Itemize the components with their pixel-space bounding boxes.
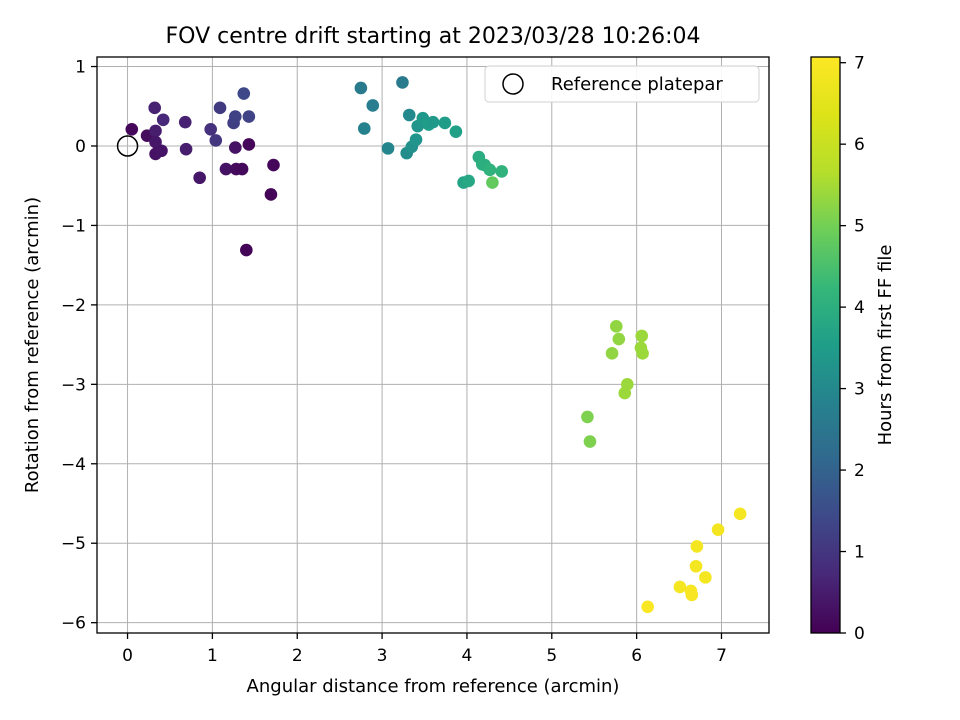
y-tick-label: −6: [61, 614, 86, 634]
data-point: [635, 329, 649, 343]
data-point: [486, 176, 499, 189]
data-point: [605, 347, 619, 360]
colorbar-tick-label: 4: [854, 298, 865, 318]
data-point: [673, 580, 687, 594]
colorbar: [810, 56, 841, 634]
y-axis-label: Rotation from reference (arcmin): [22, 197, 43, 493]
y-tick-label: −4: [61, 455, 86, 475]
data-point: [148, 101, 161, 115]
data-point: [354, 81, 368, 95]
x-tick-label: 0: [122, 646, 133, 666]
y-tick-label: −1: [61, 216, 86, 236]
data-point: [357, 122, 371, 135]
data-point: [690, 540, 704, 553]
colorbar-tick-label: 2: [854, 461, 865, 481]
y-tick-label: −5: [61, 534, 86, 554]
data-point: [193, 171, 206, 185]
data-point: [581, 410, 594, 424]
x-tick-label: 7: [716, 646, 727, 666]
y-axis-ticks: 1 0 −1 −2 −3 −4 −5 −6: [61, 58, 97, 634]
data-point: [409, 133, 423, 146]
reference-marker: [116, 135, 139, 157]
data-point: [641, 600, 654, 614]
colorbar-tick-label: 6: [854, 135, 865, 155]
x-tick-label: 3: [377, 646, 388, 666]
legend-label-reference-platepar: Reference platepar: [551, 74, 723, 95]
data-point: [733, 507, 747, 521]
data-point: [396, 76, 409, 89]
data-point: [209, 134, 223, 147]
data-point: [125, 122, 139, 136]
data-point: [402, 108, 416, 122]
reference-platepar-point: [116, 135, 139, 157]
colorbar-tick-label: 0: [854, 624, 865, 644]
data-point: [204, 122, 217, 136]
plot-frame: [96, 56, 770, 634]
data-point: [267, 158, 280, 172]
data-point: [689, 559, 703, 573]
data-points: [125, 76, 747, 614]
data-point: [483, 163, 497, 177]
y-tick-label: 1: [75, 58, 86, 78]
legend-reference-marker: [502, 73, 524, 95]
colorbar-tick-label: 7: [854, 54, 865, 74]
y-tick-label: 0: [75, 137, 86, 157]
y-tick-label: −2: [61, 296, 86, 316]
data-point: [229, 110, 242, 123]
y-tick-label: −3: [61, 375, 86, 395]
data-point: [699, 571, 712, 584]
colorbar-label: Hours from first FF file: [875, 245, 896, 446]
data-point: [583, 435, 597, 448]
data-point: [264, 188, 278, 201]
data-point: [711, 523, 725, 537]
data-point: [156, 113, 170, 127]
data-point: [213, 101, 227, 115]
data-point: [685, 588, 699, 602]
legend-box: [484, 65, 760, 103]
colorbar-tick-label: 1: [854, 543, 865, 563]
x-tick-label: 5: [546, 646, 557, 666]
data-point: [149, 124, 162, 138]
x-axis-label: Angular distance from reference (arcmin): [247, 676, 620, 697]
data-point: [426, 115, 440, 129]
data-point: [449, 125, 463, 138]
legend: Reference platepar: [484, 65, 760, 103]
data-point: [438, 116, 452, 130]
colorbar-tick-label: 3: [854, 380, 865, 400]
data-point: [240, 243, 253, 257]
data-point: [155, 144, 168, 158]
data-point: [235, 162, 249, 176]
data-point: [219, 162, 233, 176]
colorbar-tick-label: 5: [854, 217, 865, 237]
data-point: [462, 174, 475, 188]
data-point: [636, 347, 649, 360]
data-point: [495, 165, 509, 178]
x-tick-label: 1: [207, 646, 218, 666]
data-point: [237, 87, 251, 100]
data-point: [229, 141, 242, 154]
x-tick-label: 6: [631, 646, 642, 666]
x-tick-label: 4: [462, 646, 473, 666]
data-point: [612, 332, 626, 346]
x-axis-ticks: 0 1 2 3 4 5 6 7: [122, 633, 727, 666]
data-point: [179, 142, 193, 156]
colorbar-ticks: 0 1 2 3 4 5 6 7: [840, 54, 865, 644]
data-point: [366, 99, 380, 112]
data-point: [178, 115, 192, 129]
data-point: [609, 320, 623, 333]
data-point: [381, 142, 395, 155]
chart-title: FOV centre drift starting at 2023/03/28 …: [166, 24, 701, 49]
data-point: [242, 110, 256, 123]
x-tick-label: 2: [292, 646, 303, 666]
data-point: [621, 378, 634, 391]
gridlines: [97, 57, 769, 633]
data-point: [242, 138, 256, 151]
